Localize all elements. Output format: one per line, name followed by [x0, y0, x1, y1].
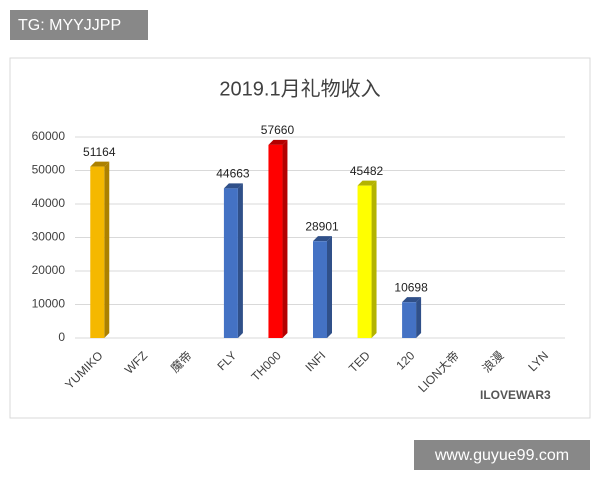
chart-title: 2019.1月礼物收入 — [219, 77, 380, 100]
data-label: 44663 — [216, 167, 250, 181]
y-tick-label: 40000 — [32, 196, 66, 210]
tag-text: TG: MYYJJPP — [18, 17, 121, 34]
bar-side — [327, 236, 332, 338]
y-tick-label: 20000 — [32, 263, 66, 277]
bar — [402, 302, 417, 338]
bar — [223, 188, 238, 338]
bar — [90, 166, 105, 338]
bar-top — [90, 161, 110, 167]
y-tick-label: 10000 — [32, 297, 66, 311]
bar-top — [268, 139, 288, 145]
bar-side — [282, 139, 288, 338]
site-text: www.guyue99.com — [434, 447, 569, 464]
y-tick-label: 50000 — [32, 163, 66, 177]
site-box — [414, 440, 590, 470]
tag-box — [10, 10, 148, 40]
bar-side — [371, 180, 377, 338]
watermark: ILOVEWAR3 — [480, 388, 551, 402]
y-tick-label: 0 — [58, 330, 65, 344]
bar — [357, 185, 372, 338]
bar — [313, 241, 327, 338]
bar-top — [402, 297, 422, 303]
bar — [268, 144, 283, 338]
bar-side — [104, 161, 110, 338]
bar-top — [223, 183, 243, 189]
bar-side — [416, 297, 422, 338]
y-tick-label: 30000 — [32, 230, 66, 244]
bar-side — [237, 183, 243, 338]
bar-top — [313, 236, 332, 242]
bar-top — [357, 180, 377, 186]
data-label: 57660 — [261, 123, 295, 137]
data-label: 51164 — [83, 145, 116, 159]
data-label: 45482 — [350, 164, 384, 178]
y-tick-label: 60000 — [32, 129, 66, 143]
data-label: 28901 — [305, 219, 339, 233]
data-label: 10698 — [394, 280, 428, 294]
